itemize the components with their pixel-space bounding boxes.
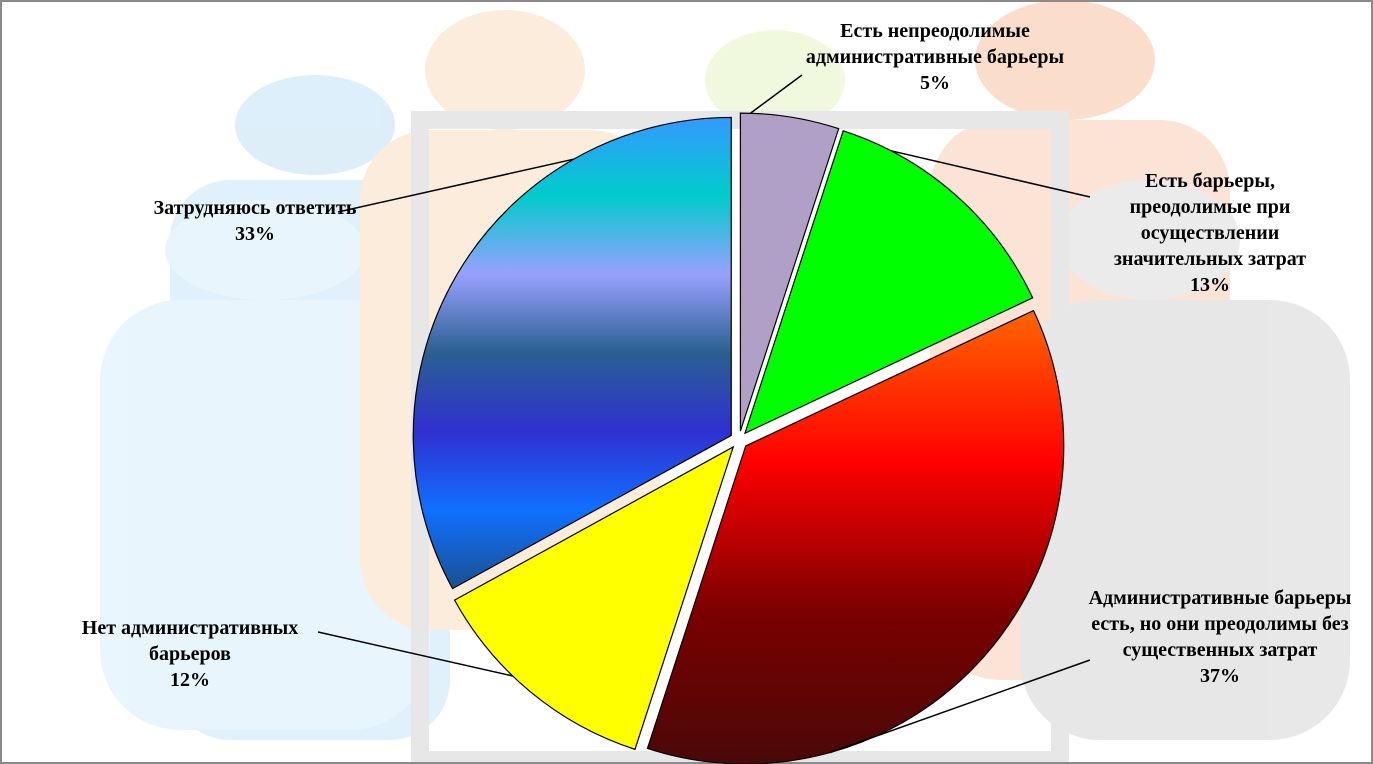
category-label: Есть барьеры, преодолимые при осуществле… [1113, 170, 1307, 270]
percent-label: 37% [1200, 665, 1240, 687]
data-label: Административные барьеры есть, но они пр… [1085, 585, 1355, 689]
percent-label: 13% [1190, 274, 1230, 296]
data-label: Нет административных барьеров 12% [60, 615, 320, 693]
pie-slice [743, 130, 1034, 435]
category-label: Есть непреодолимые административные барь… [805, 20, 1065, 68]
data-label: Есть барьеры, преодолимые при осуществле… [1095, 168, 1325, 298]
category-label: Затрудняюсь ответить [153, 197, 357, 219]
category-label: Административные барьеры есть, но они пр… [1088, 587, 1352, 661]
percent-label: 33% [235, 223, 275, 245]
percent-label: 12% [170, 669, 210, 691]
percent-label: 5% [920, 72, 950, 94]
pie-slice [739, 112, 840, 432]
leader-line [829, 659, 1091, 754]
leader-line [317, 631, 513, 677]
category-label: Нет административных барьеров [81, 617, 299, 665]
data-label: Есть непреодолимые административные барь… [795, 18, 1075, 96]
leader-line [749, 74, 803, 114]
leader-line [337, 158, 574, 213]
data-label: Затрудняюсь ответить 33% [145, 195, 365, 247]
leader-line [890, 150, 1091, 198]
pie-slice [412, 116, 732, 590]
pie-slice [453, 445, 735, 751]
